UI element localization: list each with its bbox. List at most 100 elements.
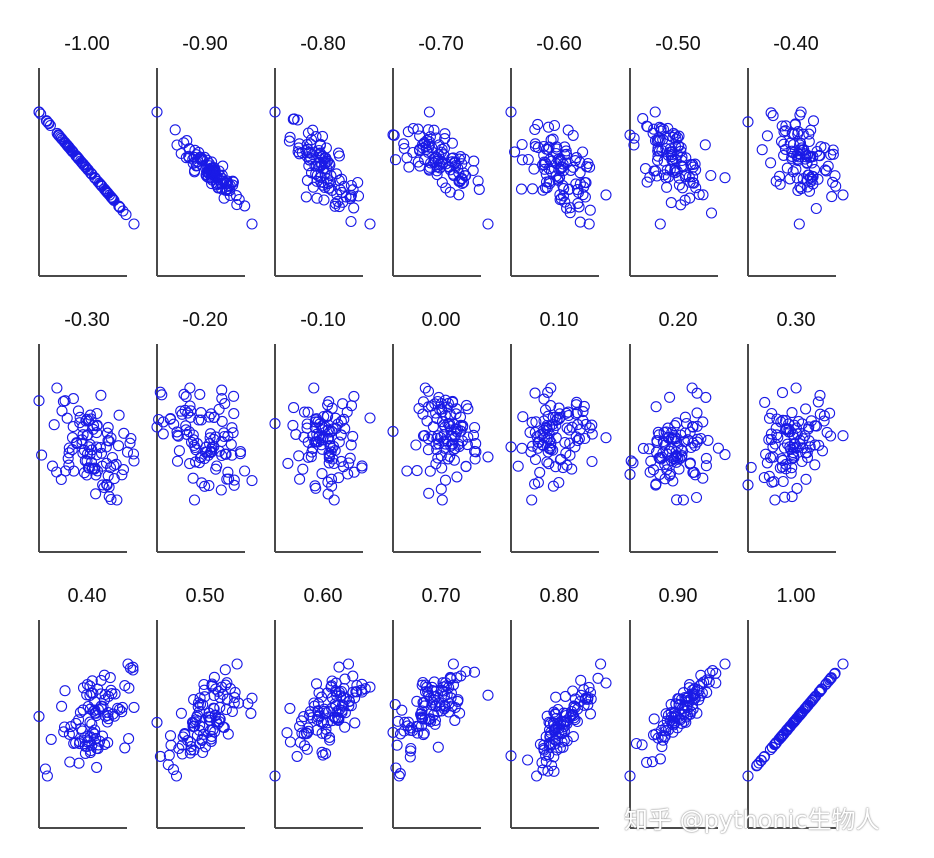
scatter-point — [293, 450, 305, 462]
scatter-point — [203, 714, 215, 726]
panel-title: -0.20 — [182, 309, 228, 331]
scatter-point — [546, 759, 558, 772]
scatter-point — [667, 475, 679, 487]
scatter-point — [445, 424, 457, 436]
scatter-point — [333, 174, 345, 186]
scatter-point — [526, 440, 539, 452]
scatter-point — [195, 414, 207, 426]
scatter-point — [98, 481, 110, 494]
scatter-point — [219, 448, 231, 460]
scatter-point — [574, 167, 586, 179]
scatter-point — [221, 473, 233, 485]
scatter-point — [829, 170, 841, 182]
scatter-point — [348, 202, 360, 214]
panel-title: -0.30 — [64, 309, 110, 331]
scatter-point — [419, 137, 431, 149]
scatter-point — [647, 464, 660, 476]
scatter-point — [710, 677, 722, 689]
scatter-point — [72, 405, 84, 417]
scatter-point — [284, 736, 296, 748]
scatter-point — [330, 685, 342, 697]
scatter-point — [324, 734, 336, 746]
scatter-point — [431, 165, 443, 177]
scatter-point — [242, 697, 254, 710]
scatter-point — [559, 690, 571, 702]
scatter-point — [228, 390, 240, 402]
scatter-point — [423, 106, 435, 118]
scatter-point — [639, 163, 652, 175]
scatter-point — [592, 672, 604, 684]
scatter-point — [87, 423, 99, 435]
scatter-point — [231, 658, 243, 670]
scatter-point — [814, 685, 827, 697]
scatter-point — [687, 171, 699, 183]
scatter-point — [75, 722, 87, 735]
scatter-panel: -0.20 — [151, 309, 258, 553]
scatter-point — [542, 446, 554, 458]
scatter-point — [482, 689, 494, 701]
scatter-point — [185, 405, 197, 417]
scatter-point — [680, 716, 692, 728]
scatter-point — [335, 429, 347, 441]
scatter-point — [184, 747, 196, 759]
scatter-point — [194, 738, 206, 750]
scatter-point — [218, 430, 230, 443]
scatter-point — [436, 684, 448, 696]
scatter-point — [691, 407, 703, 419]
scatter-point — [217, 721, 229, 733]
scatter-point — [91, 427, 103, 439]
scatter-point — [188, 439, 200, 452]
scatter-point — [72, 152, 84, 164]
scatter-point — [663, 431, 675, 443]
scatter-point — [697, 416, 709, 428]
scatter-point — [403, 161, 415, 173]
scatter-point — [586, 419, 598, 431]
scatter-point — [516, 138, 528, 151]
scatter-point — [473, 183, 485, 195]
scatter-point — [415, 720, 428, 732]
scatter-point — [809, 459, 821, 471]
scatter-point — [170, 770, 183, 782]
scatter-point — [554, 411, 566, 423]
scatter-point — [472, 175, 484, 187]
scatter-point — [217, 160, 229, 172]
scatter-point — [648, 713, 660, 725]
scatter-point — [805, 124, 817, 136]
scatter-point — [657, 734, 669, 746]
scatter-point — [228, 697, 240, 709]
scatter-point — [322, 410, 334, 422]
scatter-point — [825, 430, 837, 442]
scatter-point — [91, 407, 103, 420]
scatter-point — [67, 393, 79, 405]
scatter-point — [414, 130, 426, 142]
scatter-point — [301, 743, 313, 755]
scatter-point — [398, 725, 410, 737]
scatter-point — [424, 713, 436, 725]
scatter-point — [765, 107, 777, 119]
scatter-point — [776, 453, 788, 465]
scatter-point — [700, 452, 712, 464]
scatter-point — [120, 209, 132, 221]
scatter-panel: -0.80 — [269, 33, 376, 277]
scatter-point — [91, 419, 103, 431]
scatter-point — [684, 457, 696, 469]
scatter-point — [553, 476, 565, 489]
scatter-point — [424, 465, 436, 477]
scatter-point — [821, 426, 833, 438]
scatter-point — [246, 475, 258, 487]
scatter-point — [670, 433, 682, 445]
scatter-point — [776, 461, 788, 473]
scatter-point — [672, 132, 684, 144]
scatter-point — [787, 441, 799, 453]
panel-title: -0.60 — [536, 33, 582, 55]
scatter-point — [345, 400, 358, 412]
scatter-point — [218, 192, 230, 204]
scatter-point — [437, 685, 449, 697]
scatter-point — [448, 444, 460, 456]
scatter-point — [644, 466, 656, 478]
scatter-point — [665, 454, 677, 466]
scatter-point — [467, 429, 480, 441]
scatter-point — [322, 399, 334, 411]
scatter-point — [33, 106, 45, 118]
scatter-point — [775, 135, 788, 148]
